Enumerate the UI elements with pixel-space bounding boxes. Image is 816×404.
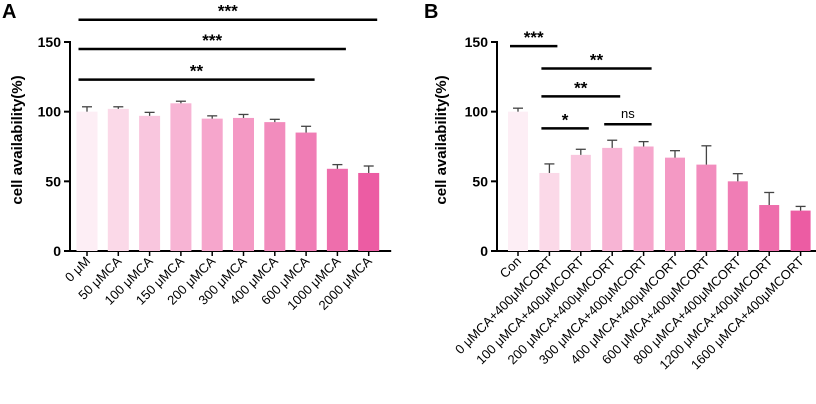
panel-b-category-label: Con <box>497 254 524 281</box>
panel-a-bar <box>107 108 129 251</box>
panel-a-sig-label: *** <box>202 31 222 50</box>
panel-b-ytick-label: 0 <box>480 243 488 259</box>
panel-b-sig-label: *** <box>524 28 544 47</box>
panel-b-bar <box>633 146 654 251</box>
panel-a-bar <box>326 168 348 251</box>
panel-b-ytick-label: 100 <box>465 104 489 120</box>
panel-a-bar <box>295 132 317 251</box>
panel-a-bar <box>233 117 254 251</box>
panel-b-ytick-label: 50 <box>472 173 488 189</box>
panel-a-bar <box>170 103 192 251</box>
panel-b-ytick-label: 150 <box>465 34 489 50</box>
panel-a-ytick-label: 50 <box>45 173 61 189</box>
panel-a-bar <box>139 115 161 251</box>
panel-b-label: B <box>424 1 438 23</box>
panel-a-sig-label: ** <box>190 62 204 81</box>
panel-a-bar <box>201 118 223 251</box>
panel-a-bar <box>358 172 380 251</box>
panel-a-ytick-label: 100 <box>38 104 62 120</box>
panel-a-bar <box>264 122 286 251</box>
panel-a-label: A <box>2 1 16 23</box>
panel-b-ylabel: cell availability(%) <box>433 75 450 204</box>
panel-b-bar <box>696 164 717 251</box>
panel-a-ylabel: cell availability(%) <box>9 75 26 204</box>
panel-b-bar <box>790 210 811 251</box>
panel-b-bar <box>759 205 780 251</box>
panel-a-ytick-label: 0 <box>53 243 61 259</box>
panel-b-sig-label: ** <box>574 78 588 97</box>
panel-b-sig-label: ** <box>590 50 604 69</box>
panel-b-bar <box>570 154 591 251</box>
panel-b-sig-label: * <box>562 110 569 129</box>
panel-a-sig-label: *** <box>218 2 238 21</box>
panel-b-sig-label: ns <box>621 106 635 121</box>
panel-b-bar <box>665 157 685 251</box>
panel-b-bar <box>539 172 560 251</box>
panel-b-bar <box>508 111 528 252</box>
panel-a-ytick-label: 150 <box>38 34 62 50</box>
panel-b-bar <box>727 181 748 251</box>
panel-b-bar <box>602 147 623 251</box>
panel-a-bar <box>76 111 98 252</box>
